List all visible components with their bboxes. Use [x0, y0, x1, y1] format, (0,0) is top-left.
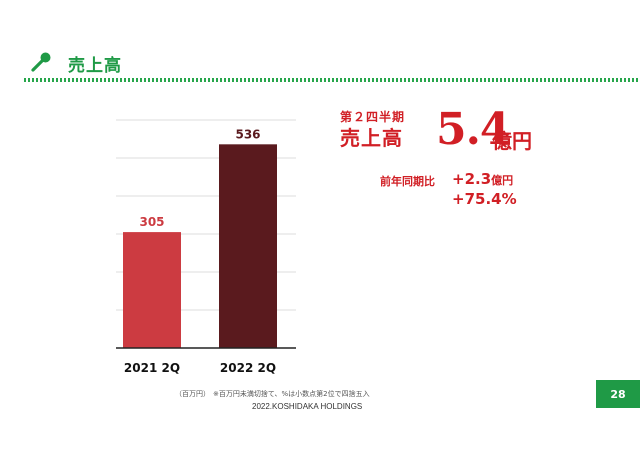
- microphone-icon: [31, 52, 51, 72]
- yoy-delta-amount: +2.3億円: [452, 170, 513, 188]
- bar-value-label: 305: [139, 215, 164, 229]
- page-title: 売上高: [68, 56, 122, 76]
- sales-unit: 億円: [492, 129, 532, 153]
- metric-label: 売上高: [340, 126, 403, 150]
- bar-2022-2Q: [219, 144, 277, 348]
- period-label: 第２四半期: [340, 110, 406, 124]
- category-label: 2022 2Q: [220, 361, 276, 375]
- yoy-delta-unit: 億円: [491, 174, 514, 187]
- unit-note: （百万円）: [175, 390, 210, 398]
- bar-value-label: 536: [235, 127, 260, 141]
- yoy-label: 前年同期比: [380, 175, 435, 188]
- page-number: 28: [596, 380, 640, 408]
- yoy-delta-value: +2.3: [452, 170, 492, 188]
- yoy-delta-percent: +75.4%: [452, 190, 517, 208]
- rounding-note: ※百万円未満切捨て、%は小数点第2位で四捨五入: [213, 390, 370, 398]
- header-divider: [24, 78, 640, 82]
- category-label: 2021 2Q: [124, 361, 180, 375]
- sales-value: 5.4: [436, 104, 511, 155]
- copyright: 2022.KOSHIDAKA HOLDINGS: [252, 402, 363, 411]
- bar-2021-2Q: [123, 232, 181, 348]
